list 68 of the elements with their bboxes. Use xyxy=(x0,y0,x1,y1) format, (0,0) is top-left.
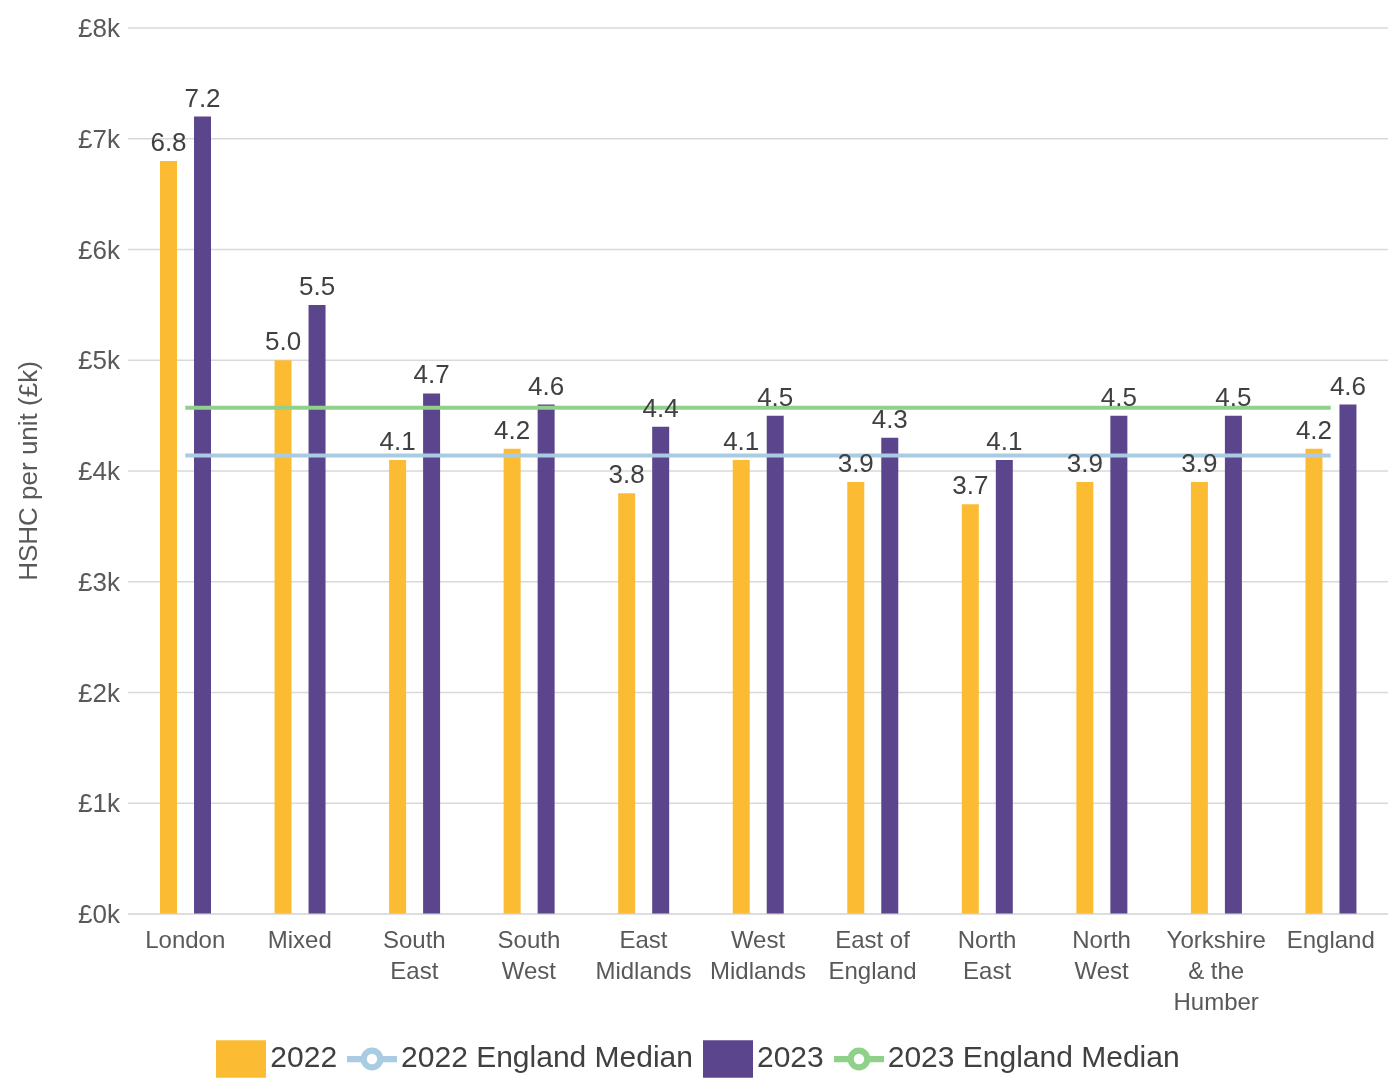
data-label: 4.1 xyxy=(723,425,760,456)
data-label: 5.5 xyxy=(298,270,336,301)
y-tick-label: £6k xyxy=(78,234,121,265)
x-tick-label: East Midlands xyxy=(595,926,692,984)
legend-label: 2023 xyxy=(757,1039,824,1073)
data-label: 4.5 xyxy=(757,381,794,412)
data-label: 4.6 xyxy=(528,370,565,401)
data-label: 4.3 xyxy=(871,403,908,434)
data-label: 3.9 xyxy=(837,448,874,479)
data-label: 5.0 xyxy=(264,326,302,357)
data-label: 3.9 xyxy=(1066,448,1103,479)
data-label: 4.7 xyxy=(413,359,450,390)
bar xyxy=(1110,415,1128,914)
data-label: 4.5 xyxy=(1215,381,1252,412)
bar xyxy=(1305,448,1323,914)
x-tick-label: North East xyxy=(957,926,1017,984)
bar xyxy=(537,404,555,914)
x-tick-label: Yorkshire & the Humber xyxy=(1166,926,1266,1015)
bar xyxy=(961,504,979,914)
data-label: 4.2 xyxy=(494,414,531,445)
x-tick-label: London xyxy=(145,926,226,953)
bar xyxy=(389,459,407,914)
y-tick-label: £7k xyxy=(78,123,121,154)
data-label: 4.6 xyxy=(1329,370,1367,401)
bar xyxy=(274,360,292,914)
x-tick-label: South West xyxy=(497,926,561,984)
bar xyxy=(308,304,326,914)
data-label: 6.8 xyxy=(150,126,187,157)
bar xyxy=(881,437,899,914)
bar xyxy=(423,393,441,914)
y-tick-label: £5k xyxy=(78,345,121,376)
legend-label: 2022 xyxy=(270,1039,338,1073)
x-tick-label: South East xyxy=(383,926,446,984)
data-label: 3.9 xyxy=(1181,448,1218,479)
bar xyxy=(1339,404,1357,914)
bar xyxy=(847,482,865,914)
bar xyxy=(732,459,750,914)
bar xyxy=(503,448,521,914)
y-tick-label: £8k xyxy=(78,13,121,44)
y-tick-label: £2k xyxy=(78,677,121,708)
data-label: 3.8 xyxy=(608,459,645,490)
legend-label: 2023 England Median xyxy=(887,1039,1180,1073)
y-tick-label: £1k xyxy=(78,788,121,819)
legend-label: 2022 England Median xyxy=(401,1039,693,1073)
x-tick-label: West Midlands xyxy=(709,926,807,984)
bar xyxy=(1224,415,1242,914)
x-tick-label: England xyxy=(1286,926,1375,953)
data-label: 4.2 xyxy=(1295,414,1333,445)
y-tick-label: £0k xyxy=(78,899,121,930)
bar xyxy=(766,415,784,914)
bar xyxy=(618,493,636,914)
x-tick-label: East of England xyxy=(828,926,917,984)
bar xyxy=(1190,482,1208,914)
bar xyxy=(160,160,177,914)
data-label: 7.2 xyxy=(184,82,221,113)
data-label: 3.7 xyxy=(952,470,989,501)
bar xyxy=(1076,482,1094,914)
data-label: 4.1 xyxy=(986,425,1023,456)
bar xyxy=(194,116,211,914)
bar xyxy=(995,459,1013,914)
data-label: 4.5 xyxy=(1100,381,1137,412)
x-tick-label: Mixed xyxy=(267,926,332,953)
y-tick-label: £4k xyxy=(78,456,121,487)
bar xyxy=(652,426,670,914)
y-axis-title: HSHC per unit (£k) xyxy=(13,361,44,581)
x-tick-label: North West xyxy=(1072,926,1131,984)
y-tick-label: £3k xyxy=(78,566,121,597)
data-label: 4.1 xyxy=(379,425,416,456)
